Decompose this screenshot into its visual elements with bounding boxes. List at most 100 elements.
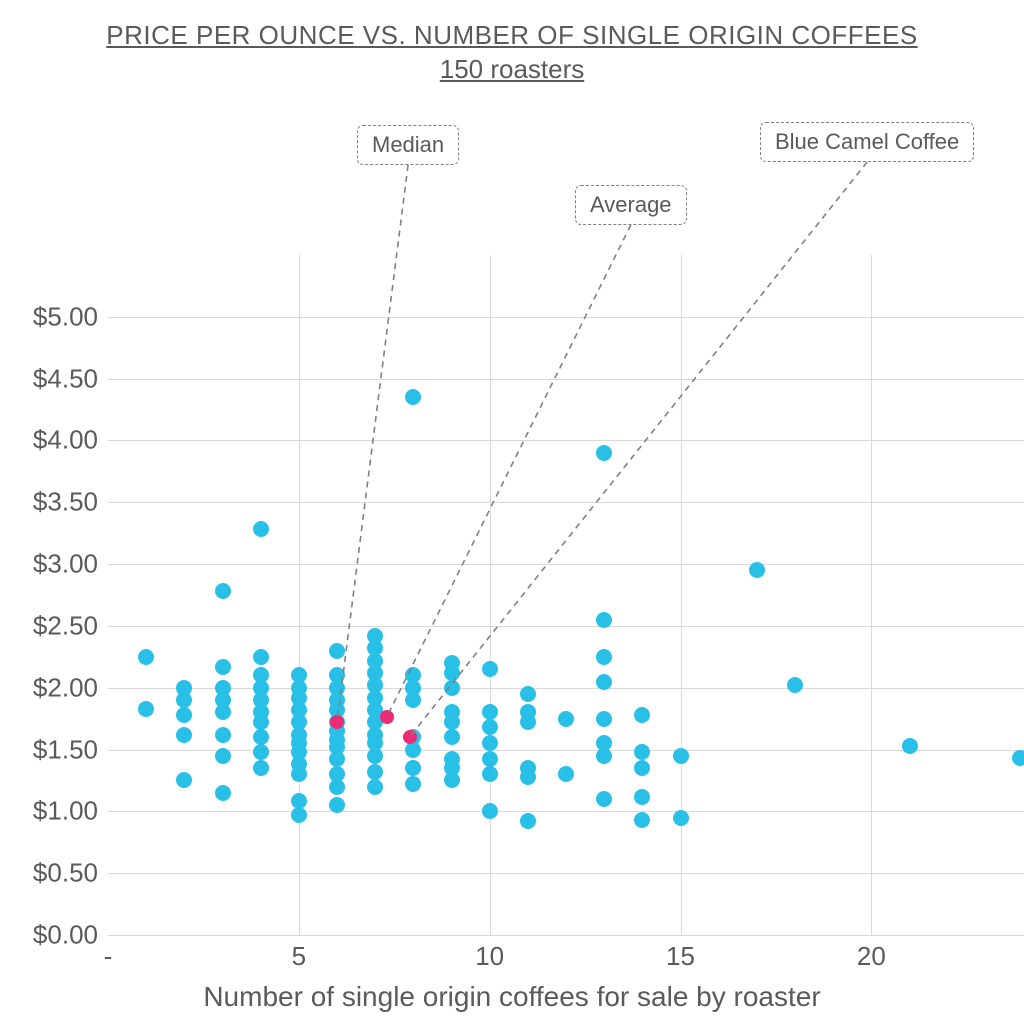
grid-line-v: [681, 255, 682, 935]
highlight-point: [380, 710, 394, 724]
y-tick-label: $4.50: [33, 363, 108, 394]
chart-subtitle: 150 roasters: [0, 54, 1024, 85]
data-point: [367, 628, 383, 644]
x-tick-label: 5: [292, 935, 306, 972]
data-point: [215, 785, 231, 801]
data-point: [329, 667, 345, 683]
highlight-point: [403, 730, 417, 744]
data-point: [520, 686, 536, 702]
grid-line-h: [108, 873, 1024, 874]
data-point: [596, 791, 612, 807]
grid-line-h: [108, 502, 1024, 503]
callout-median: Median: [357, 125, 459, 165]
data-point: [444, 655, 460, 671]
data-point: [405, 776, 421, 792]
data-point: [596, 445, 612, 461]
data-point: [444, 729, 460, 745]
data-point: [253, 667, 269, 683]
data-point: [596, 674, 612, 690]
x-tick-label: 10: [475, 935, 504, 972]
data-point: [444, 680, 460, 696]
grid-line-h: [108, 750, 1024, 751]
data-point: [176, 772, 192, 788]
grid-line-h: [108, 935, 1024, 936]
data-point: [902, 738, 918, 754]
data-point: [482, 735, 498, 751]
data-point: [520, 760, 536, 776]
callout-bluecamel: Blue Camel Coffee: [760, 122, 974, 162]
data-point: [520, 813, 536, 829]
data-point: [405, 667, 421, 683]
data-point: [558, 711, 574, 727]
grid-line-v: [490, 255, 491, 935]
data-point: [291, 667, 307, 683]
data-point: [482, 704, 498, 720]
data-point: [482, 751, 498, 767]
grid-line-h: [108, 626, 1024, 627]
data-point: [482, 766, 498, 782]
data-point: [634, 744, 650, 760]
y-tick-label: $1.50: [33, 734, 108, 765]
data-point: [634, 789, 650, 805]
data-point: [673, 748, 689, 764]
data-point: [215, 583, 231, 599]
data-point: [558, 766, 574, 782]
grid-line-v: [299, 255, 300, 935]
data-point: [253, 729, 269, 745]
x-axis-label: Number of single origin coffees for sale…: [0, 981, 1024, 1013]
data-point: [482, 719, 498, 735]
data-point: [634, 707, 650, 723]
data-point: [596, 735, 612, 751]
data-point: [138, 701, 154, 717]
data-point: [253, 521, 269, 537]
data-point: [253, 649, 269, 665]
data-point: [444, 704, 460, 720]
y-tick-label: $2.00: [33, 672, 108, 703]
data-point: [405, 389, 421, 405]
data-point: [215, 748, 231, 764]
grid-line-h: [108, 317, 1024, 318]
data-point: [787, 677, 803, 693]
data-point: [253, 744, 269, 760]
y-tick-label: $3.50: [33, 487, 108, 518]
data-point: [482, 661, 498, 677]
data-point: [215, 727, 231, 743]
scatter-plot: $0.00$0.50$1.00$1.50$2.00$2.50$3.00$3.50…: [108, 255, 1024, 935]
data-point: [673, 810, 689, 826]
data-point: [367, 764, 383, 780]
grid-line-h: [108, 440, 1024, 441]
data-point: [482, 803, 498, 819]
data-point: [176, 680, 192, 696]
data-point: [329, 797, 345, 813]
data-point: [215, 680, 231, 696]
y-tick-label: $0.50: [33, 858, 108, 889]
x-tick-label: 20: [857, 935, 886, 972]
callout-average: Average: [575, 185, 687, 225]
y-tick-label: $0.00: [33, 920, 108, 951]
data-point: [1012, 750, 1024, 766]
data-point: [176, 707, 192, 723]
data-point: [291, 793, 307, 809]
data-point: [596, 711, 612, 727]
data-point: [367, 779, 383, 795]
grid-line-h: [108, 564, 1024, 565]
data-point: [329, 766, 345, 782]
data-point: [596, 649, 612, 665]
grid-line-h: [108, 811, 1024, 812]
y-tick-label: $3.00: [33, 549, 108, 580]
data-point: [520, 704, 536, 720]
x-tick-dash: -: [104, 935, 113, 972]
data-point: [138, 649, 154, 665]
grid-line-h: [108, 379, 1024, 380]
data-point: [215, 659, 231, 675]
data-point: [253, 760, 269, 776]
data-point: [634, 760, 650, 776]
y-tick-label: $5.00: [33, 301, 108, 332]
y-tick-label: $2.50: [33, 610, 108, 641]
data-point: [596, 612, 612, 628]
y-tick-label: $1.00: [33, 796, 108, 827]
y-tick-label: $4.00: [33, 425, 108, 456]
data-point: [405, 760, 421, 776]
grid-line-h: [108, 688, 1024, 689]
chart-title: PRICE PER OUNCE VS. NUMBER OF SINGLE ORI…: [0, 20, 1024, 51]
